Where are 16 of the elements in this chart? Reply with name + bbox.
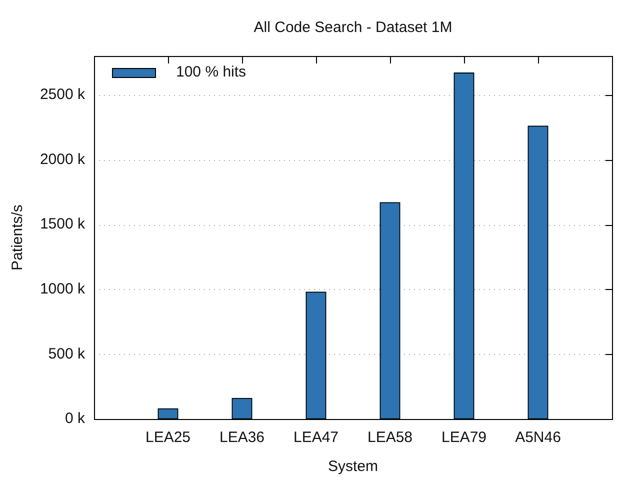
x-tick-label: LEA79 [441, 429, 487, 446]
x-tick-label: A5N46 [515, 429, 561, 446]
y-tick-label: 2500 k [40, 86, 86, 104]
y-axis-title: Patients/s [9, 204, 26, 270]
x-tick-label: LEA36 [219, 429, 265, 446]
y-tick-label: 0 k [64, 410, 86, 428]
y-tick-label: 500 k [48, 345, 86, 362]
y-tick-label: 1000 k [40, 280, 86, 298]
x-tick-label: LEA25 [145, 429, 191, 446]
x-axis-title: System [328, 458, 378, 476]
x-tick-label: LEA47 [293, 429, 339, 446]
y-tick-label: 1500 k [40, 216, 86, 233]
x-tick-label: LEA58 [367, 429, 413, 446]
legend-label: 100 % hits [176, 64, 246, 81]
y-tick-label: 2000 k [40, 150, 86, 168]
chart-title: All Code Search - Dataset 1M [254, 19, 452, 36]
